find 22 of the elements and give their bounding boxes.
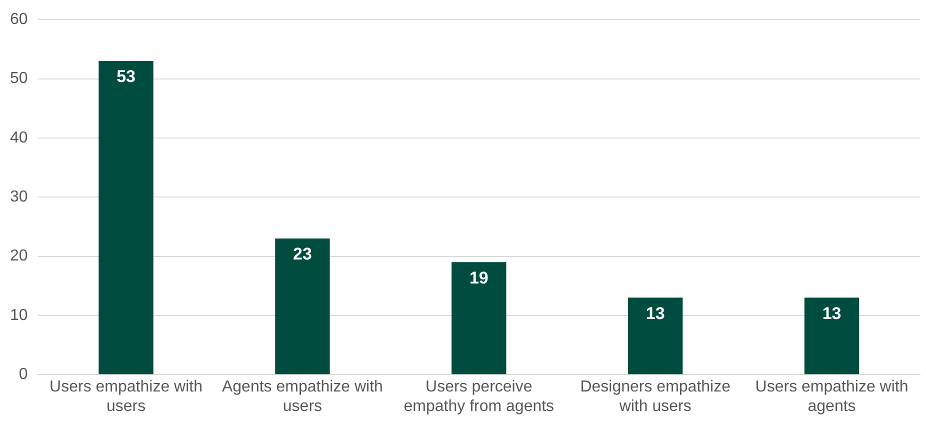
bar <box>275 238 330 374</box>
x-tick-label: Users perceive empathy from agents <box>404 378 554 415</box>
y-tick-label: 20 <box>10 248 28 265</box>
x-tick-label: Agents empathize with users <box>222 378 383 415</box>
data-label: 13 <box>646 304 665 323</box>
x-tick-label: Users empathize with users <box>50 378 202 415</box>
y-tick-label: 60 <box>10 11 28 28</box>
y-tick-label: 0 <box>18 366 28 384</box>
data-label: 19 <box>469 268 488 288</box>
y-tick-label: 40 <box>10 129 28 146</box>
bar <box>628 298 683 374</box>
bar <box>804 298 860 374</box>
x-tick-label: Designers empathize with users <box>580 378 731 415</box>
data-label: 13 <box>822 304 842 323</box>
bar <box>452 262 506 374</box>
y-tick-label: 30 <box>10 188 28 206</box>
x-tick-label: Users empathize with agents <box>755 378 908 415</box>
y-tick-label: 10 <box>10 306 28 324</box>
y-tick-label: 50 <box>10 70 28 88</box>
data-label: 53 <box>116 67 136 86</box>
bar <box>98 61 154 374</box>
data-label: 23 <box>292 244 312 264</box>
